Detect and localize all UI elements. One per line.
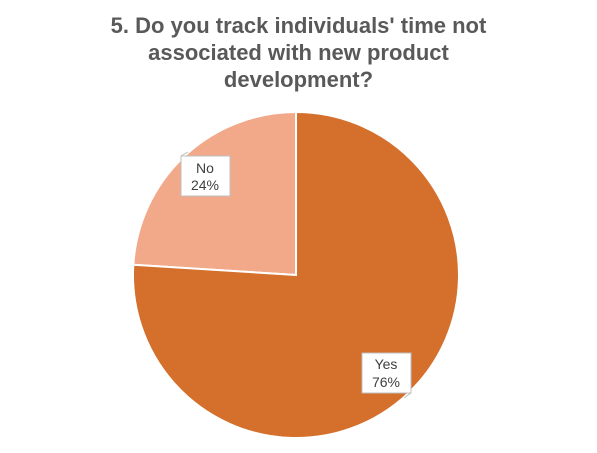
label-yes: Yes 76% xyxy=(361,352,412,399)
slice-percent-yes: 76% xyxy=(372,374,400,390)
chart-title-line-1: 5. Do you track individuals' time not xyxy=(110,13,487,38)
slice-percent-no: 24% xyxy=(191,177,219,193)
chart-title: 5. Do you track individuals' time not as… xyxy=(0,12,597,93)
slice-label-yes: Yes xyxy=(375,356,398,372)
label-no: No 24% xyxy=(180,151,231,197)
slice-label-no: No xyxy=(196,160,214,176)
chart-title-line-2: associated with new product xyxy=(148,40,449,65)
chart-title-line-3: development? xyxy=(223,67,374,92)
